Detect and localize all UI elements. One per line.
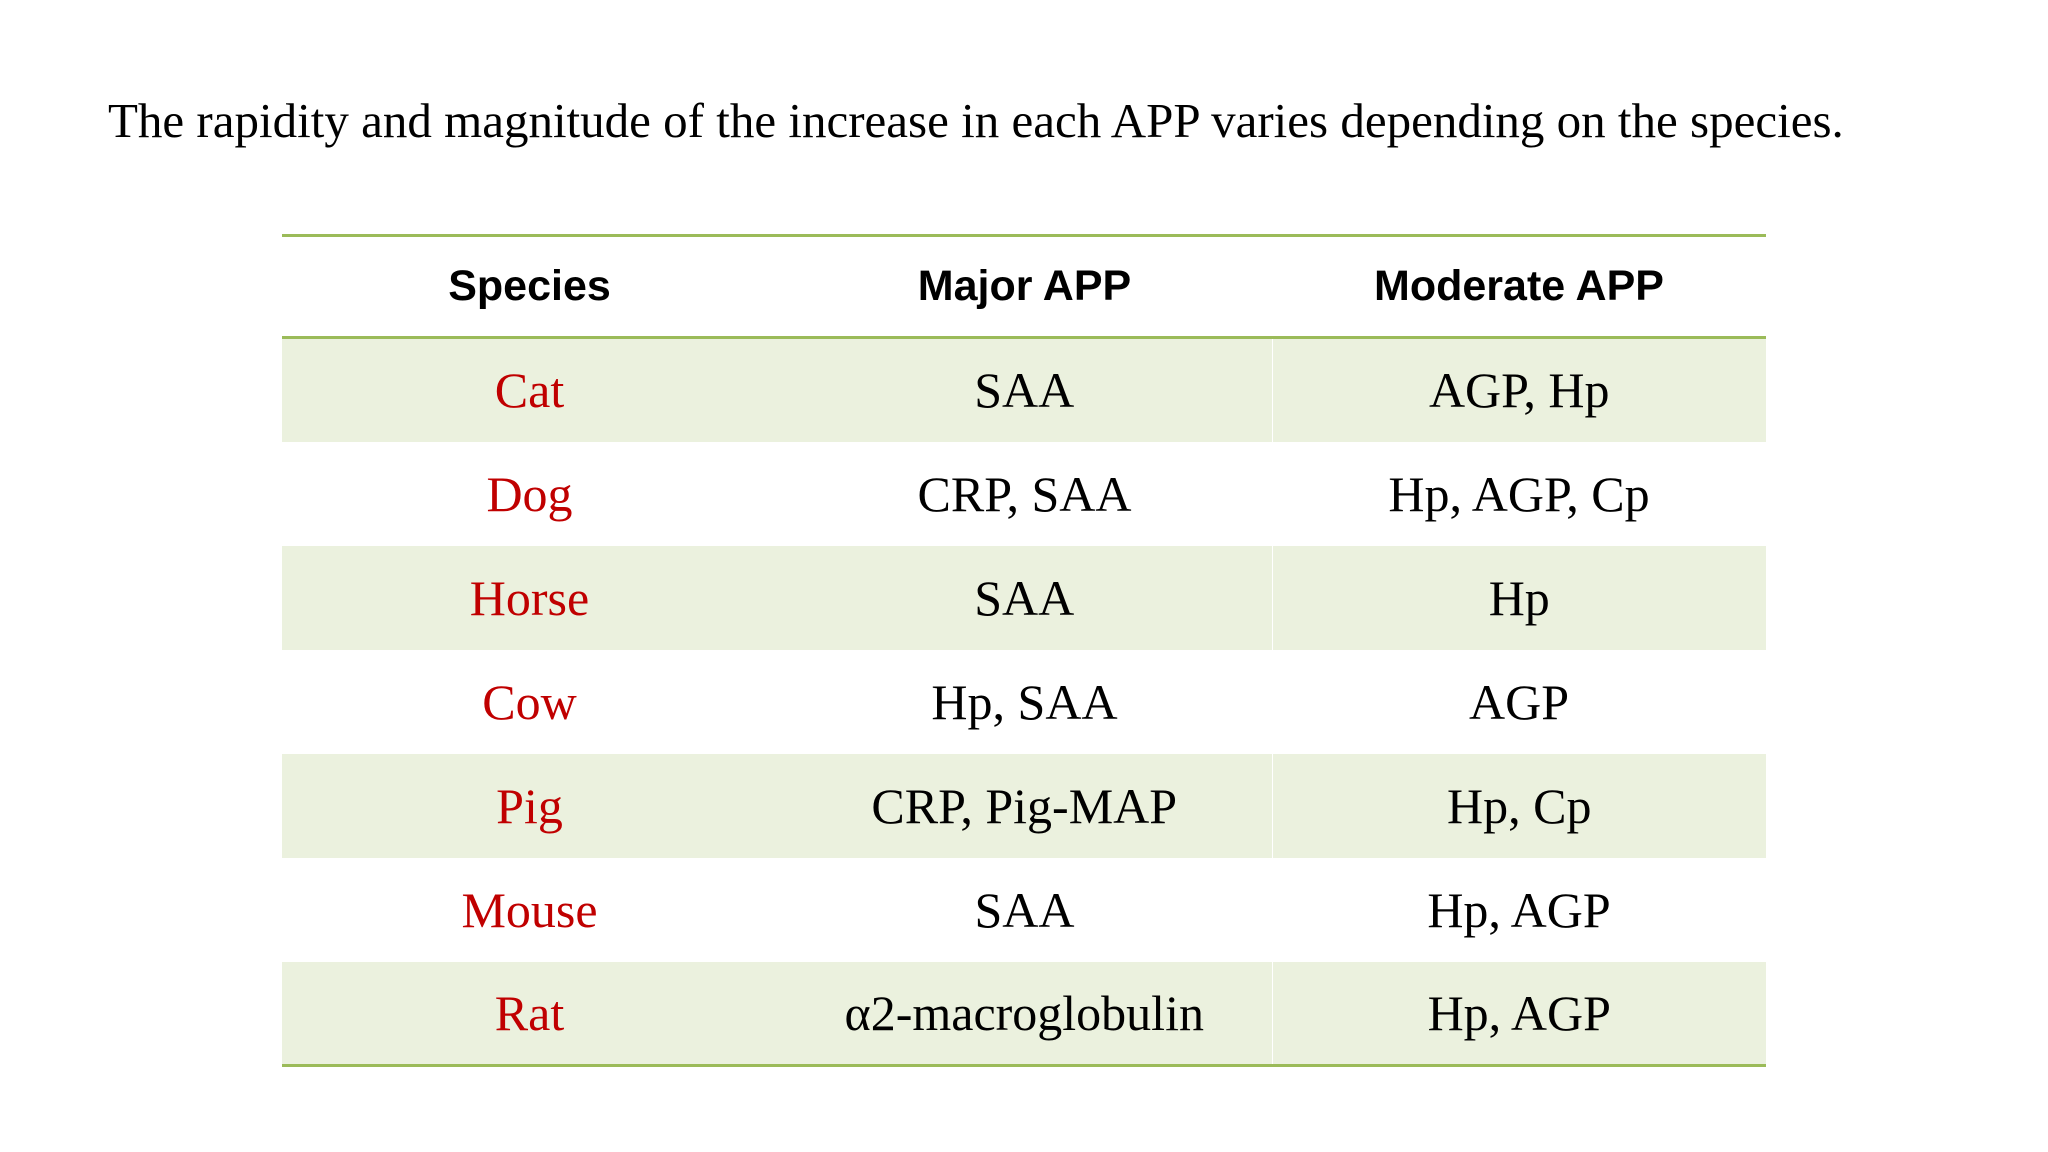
major-app-cell: α2-macroglobulin xyxy=(777,961,1273,1067)
app-table: Species Major APP Moderate APP Cat SAA A… xyxy=(282,234,1766,1067)
moderate-app-cell: Hp, AGP xyxy=(1427,881,1611,938)
major-app-cell: SAA xyxy=(974,881,1075,938)
species-cell: Mouse xyxy=(461,881,598,938)
header-species: Species xyxy=(282,234,777,339)
table-row: Pig CRP, Pig-MAP Hp, Cp xyxy=(282,753,1766,858)
species-cell: Pig xyxy=(282,753,777,858)
table-row: Mouse SAA Hp, AGP xyxy=(282,858,1766,962)
major-app-cell: Hp, SAA xyxy=(931,673,1118,730)
species-cell: Dog xyxy=(486,465,573,522)
species-cell: Cow xyxy=(482,673,577,730)
moderate-app-cell: AGP, Hp xyxy=(1272,337,1766,442)
species-cell: Cat xyxy=(282,337,777,442)
moderate-app-cell: Hp, Cp xyxy=(1272,753,1766,858)
header-major-app: Major APP xyxy=(777,234,1272,339)
table-row: Dog CRP, SAA Hp, AGP, Cp xyxy=(282,442,1766,546)
table-row: Rat α2-macroglobulin Hp, AGP xyxy=(282,961,1766,1067)
species-cell: Rat xyxy=(282,961,777,1067)
header-moderate-app: Moderate APP xyxy=(1272,234,1766,339)
major-app-cell: CRP, SAA xyxy=(917,465,1132,522)
table-header-row: Species Major APP Moderate APP xyxy=(282,234,1766,339)
table-row: Cat SAA AGP, Hp xyxy=(282,337,1766,442)
table-row: Horse SAA Hp xyxy=(282,545,1766,650)
moderate-app-cell: Hp, AGP xyxy=(1272,961,1766,1067)
major-app-cell: SAA xyxy=(777,337,1273,442)
intro-text: The rapidity and magnitude of the increa… xyxy=(108,93,1844,148)
species-cell: Horse xyxy=(282,545,777,650)
major-app-cell: SAA xyxy=(777,545,1273,650)
major-app-cell: CRP, Pig-MAP xyxy=(777,753,1273,858)
moderate-app-cell: AGP xyxy=(1468,673,1570,730)
moderate-app-cell: Hp, AGP, Cp xyxy=(1388,465,1650,522)
table-row: Cow Hp, SAA AGP xyxy=(282,650,1766,754)
moderate-app-cell: Hp xyxy=(1272,545,1766,650)
